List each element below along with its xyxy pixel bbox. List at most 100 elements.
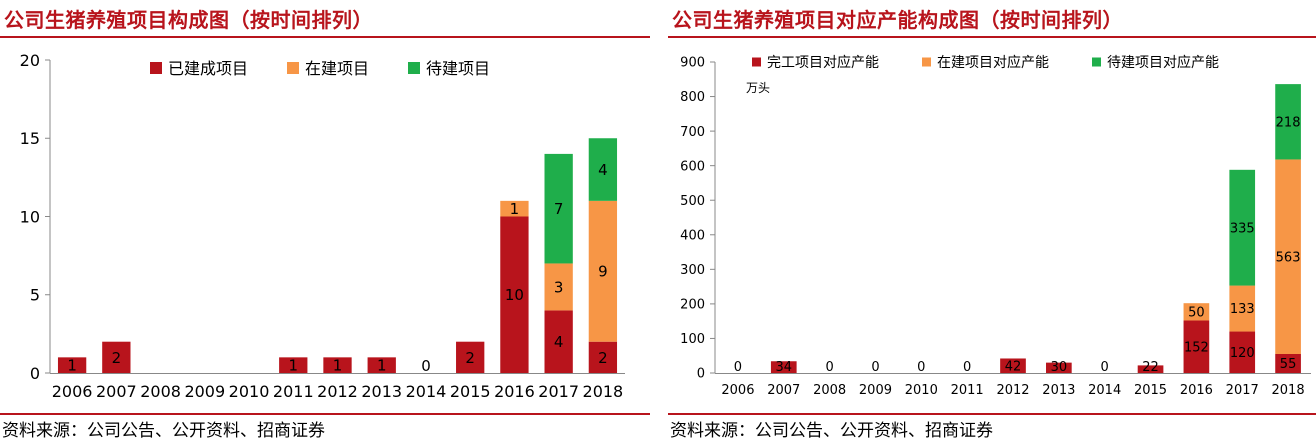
- c0-data-label-2006-s0: 1: [67, 357, 77, 375]
- c1-x-tick-label: 2007: [767, 383, 800, 398]
- c1-y-tick-label: 0: [697, 367, 705, 382]
- c0-x-tick-label: 2014: [406, 382, 447, 401]
- c1-x-tick-label: 2017: [1226, 383, 1259, 398]
- c1-y-tick-label: 900: [680, 56, 705, 71]
- left-title-rule: [0, 36, 650, 38]
- c0-bar-2012-s0: [323, 357, 352, 373]
- c0-bar-2018-s0: [588, 341, 618, 373]
- c0-data-label-2015-s0: 2: [465, 349, 475, 367]
- c0-legend-swatch-0: [150, 62, 162, 74]
- c1-x-tick-label: 2011: [951, 383, 984, 398]
- right-chart-panel: 公司生猪养殖项目对应产能构成图（按时间排列） 0 100 200 300 400 500 6…: [668, 0, 1316, 445]
- c1-x-tick-label: 2018: [1272, 383, 1305, 398]
- c0-bar-2018-s1: [588, 200, 618, 342]
- c0-legend-swatch-1: [287, 62, 299, 74]
- c0-bar-2006-s0: [57, 357, 87, 373]
- c1-data-label-zero-2011: 0: [963, 360, 971, 375]
- c0-y-tick-label: 15: [20, 129, 40, 148]
- c0-x-tick-label: 2012: [317, 382, 358, 401]
- c1-bar-2012-s0: [1000, 358, 1026, 373]
- c1-bar-2013-s0: [1046, 362, 1072, 373]
- c1-data-label-2016-s0: 152: [1184, 340, 1209, 355]
- c0-bar-2017-s0: [544, 310, 573, 373]
- right-title-rule: [668, 36, 1316, 38]
- c0-data-label-2017-s1: 3: [554, 278, 564, 296]
- c1-unit-label: 万头: [746, 81, 770, 95]
- c0-x-tick-label: 2017: [538, 382, 579, 401]
- c1-data-label-2016-s1: 50: [1188, 306, 1205, 321]
- c0-bar-2015-s0: [456, 341, 485, 373]
- c0-bar-2016-s0: [500, 216, 529, 373]
- c1-x-tick-label: 2016: [1180, 383, 1213, 398]
- c1-x-tick-label: 2010: [905, 383, 938, 398]
- left-chart-panel: 公司生猪养殖项目构成图（按时间排列） 0 5 10 15 20 2006 1 2007 2 200…: [0, 0, 650, 445]
- c1-data-label-zero-2009: 0: [871, 360, 879, 375]
- c1-bar-2016-s0: [1183, 320, 1210, 373]
- c1-bar-2007-s0: [770, 361, 797, 373]
- c1-data-label-2013-s0: 30: [1051, 360, 1068, 375]
- c1-y-tick-label: 400: [680, 228, 705, 243]
- left-chart-title: 公司生猪养殖项目构成图（按时间排列）: [4, 8, 373, 32]
- right-chart-title: 公司生猪养殖项目对应产能构成图（按时间排列）: [672, 8, 1123, 32]
- c1-data-label-2018-s2: 218: [1276, 115, 1301, 130]
- c1-legend-swatch-2: [1092, 57, 1101, 67]
- c1-bar-2017-s2: [1229, 169, 1256, 286]
- c0-data-label-2018-s2: 4: [598, 161, 608, 179]
- c0-x-tick-label: 2013: [361, 382, 402, 401]
- c1-y-tick-label: 100: [680, 332, 705, 347]
- c0-data-label-2017-s0: 4: [554, 333, 564, 351]
- left-chart-source: 资料来源：公司公告、公开资料、招商证券: [2, 421, 325, 441]
- c0-data-label-zero-2014: 0: [421, 357, 431, 375]
- c1-x-tick-label: 2006: [721, 383, 754, 398]
- c1-data-label-2015-s0: 22: [1142, 360, 1159, 375]
- c1-data-label-2018-s1: 563: [1276, 250, 1301, 265]
- c1-x-tick-label: 2008: [813, 383, 846, 398]
- c0-y-tick-label: 20: [20, 51, 40, 70]
- c1-data-label-zero-2006: 0: [734, 360, 742, 375]
- c1-y-tick-label: 800: [680, 90, 705, 105]
- c0-legend-label-0: 已建成项目: [168, 59, 248, 78]
- c1-legend-label-2: 待建项目对应产能: [1107, 54, 1219, 71]
- c1-legend-swatch-1: [922, 57, 931, 67]
- c1-data-label-zero-2014: 0: [1101, 360, 1109, 375]
- c0-bar-2018-s2: [588, 138, 618, 201]
- right-chart-canvas: 0100200300400500600700800900200602007342…: [680, 54, 1311, 398]
- c1-x-tick-label: 2014: [1088, 383, 1121, 398]
- c1-data-label-zero-2008: 0: [825, 360, 833, 375]
- c0-y-tick-label: 5: [30, 286, 40, 305]
- c1-data-label-2017-s2: 335: [1230, 221, 1255, 236]
- c0-data-label-2018-s1: 9: [598, 263, 608, 281]
- c0-x-tick-label: 2011: [273, 382, 314, 401]
- c0-data-label-2012-s0: 1: [333, 357, 343, 375]
- c0-data-label-2018-s0: 2: [598, 349, 608, 367]
- c0-x-tick-label: 2009: [184, 382, 225, 401]
- c1-data-label-2007-s0: 34: [775, 360, 792, 375]
- c1-bar-2017-s1: [1229, 285, 1256, 332]
- c1-x-tick-label: 2012: [996, 383, 1029, 398]
- c0-legend-label-1: 在建项目: [305, 59, 369, 78]
- c0-bar-2013-s0: [367, 357, 396, 373]
- c0-data-label-2016-s1: 1: [510, 200, 520, 218]
- c1-y-tick-label: 300: [680, 263, 705, 278]
- c1-data-label-zero-2010: 0: [917, 360, 925, 375]
- c1-bar-2016-s1: [1183, 303, 1210, 321]
- c1-y-tick-label: 600: [680, 159, 705, 174]
- c0-legend-swatch-2: [408, 62, 420, 74]
- c0-x-tick-label: 2008: [140, 382, 181, 401]
- c0-bar-2017-s2: [544, 153, 573, 264]
- c0-bar-2016-s1: [500, 200, 529, 217]
- c0-legend-label-2: 待建项目: [426, 59, 490, 78]
- c0-bar-2011-s0: [279, 357, 308, 373]
- c1-x-tick-label: 2009: [859, 383, 892, 398]
- c0-y-tick-label: 0: [30, 364, 40, 383]
- c0-y-tick-label: 10: [20, 207, 40, 226]
- c1-bar-2017-s0: [1229, 331, 1256, 373]
- c1-x-tick-label: 2015: [1134, 383, 1167, 398]
- c1-data-label-2018-s0: 55: [1280, 357, 1297, 372]
- c0-x-tick-label: 2016: [494, 382, 535, 401]
- c1-y-tick-label: 700: [680, 125, 705, 140]
- c0-x-tick-label: 2018: [583, 382, 624, 401]
- c1-y-tick-label: 500: [680, 194, 705, 209]
- c1-data-label-2017-s0: 120: [1230, 346, 1255, 361]
- c0-bar-2007-s0: [102, 341, 131, 373]
